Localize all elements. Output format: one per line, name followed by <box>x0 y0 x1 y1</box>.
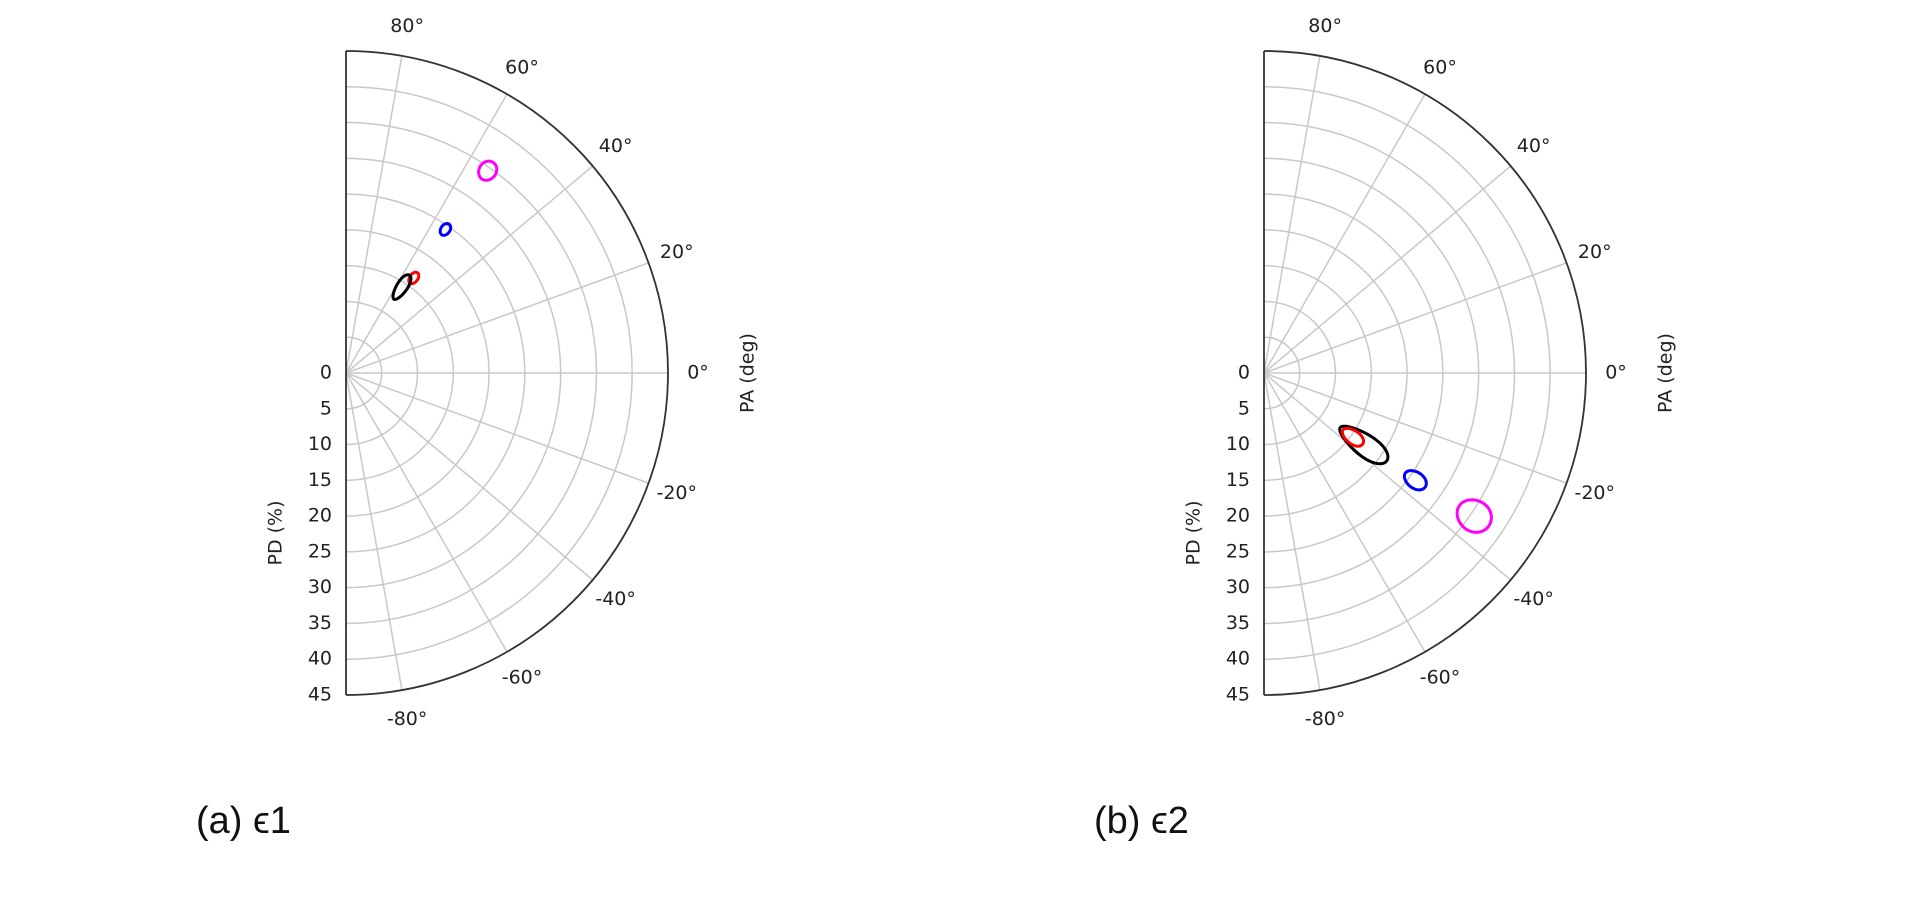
grid-spoke <box>345 372 508 653</box>
theta-tick-label: 20° <box>1578 241 1612 263</box>
y-axis-label: PD (%) <box>265 500 287 565</box>
r-tick-label: 0 <box>320 362 332 384</box>
error-ellipse <box>1340 426 1366 448</box>
theta-tick-label: -80° <box>387 708 428 730</box>
r-tick-label: 25 <box>308 540 332 562</box>
outer-spine <box>345 50 669 696</box>
grid-spoke <box>1263 372 1426 653</box>
r-tick-label: 35 <box>1226 612 1250 634</box>
theta-tick-label: 40° <box>1517 135 1551 157</box>
error-ellipse <box>407 270 421 286</box>
grid-spoke <box>345 372 649 484</box>
r-tick-label: 25 <box>1226 540 1250 562</box>
r-tick-label: 5 <box>320 397 332 419</box>
r-tick-label: 0 <box>1238 362 1250 384</box>
theta-tick-label: -80° <box>1305 708 1346 730</box>
r-tick-label: 45 <box>1226 684 1250 706</box>
r-tick-label: 20 <box>1226 505 1250 527</box>
caption: (b) ϵ2 <box>1094 800 1189 842</box>
grid-spoke <box>1263 372 1567 484</box>
error-ellipse <box>1402 469 1428 492</box>
error-ellipse <box>438 222 453 237</box>
r-tick-label: 35 <box>308 612 332 634</box>
r-tick-label: 45 <box>308 684 332 706</box>
theta-tick-label: 40° <box>599 135 633 157</box>
grid-spoke <box>1263 55 1321 374</box>
caption: (a) ϵ1 <box>196 800 291 842</box>
theta-tick-label: 20° <box>660 241 694 263</box>
x-axis-label: PA (deg) <box>737 333 759 413</box>
grid-spoke <box>1263 93 1426 374</box>
r-tick-label: 40 <box>1226 648 1250 670</box>
error-ellipse <box>477 159 499 182</box>
r-tick-label: 30 <box>1226 576 1250 598</box>
grid-spoke <box>345 93 508 374</box>
theta-tick-label: 80° <box>390 15 424 37</box>
grid-spoke <box>1263 165 1512 374</box>
r-tick-label: 40 <box>308 648 332 670</box>
theta-tick-label: -60° <box>502 666 543 688</box>
grid-spoke <box>345 372 403 691</box>
grid-spoke <box>345 165 594 374</box>
theta-tick-label: 60° <box>1423 57 1457 79</box>
r-tick-label: 10 <box>1226 433 1250 455</box>
grid-spoke <box>345 372 594 581</box>
outer-spine <box>1263 50 1587 696</box>
grid-spoke <box>345 55 403 374</box>
error-ellipse <box>391 273 413 301</box>
theta-tick-label: -60° <box>1420 666 1461 688</box>
error-ellipse <box>1338 424 1390 466</box>
r-tick-label: 20 <box>308 505 332 527</box>
r-tick-label: 15 <box>1226 469 1250 491</box>
theta-tick-label: -20° <box>656 482 697 504</box>
r-tick-label: 5 <box>1238 397 1250 419</box>
x-axis-label: PA (deg) <box>1655 333 1677 413</box>
theta-tick-label: 80° <box>1308 15 1342 37</box>
grid-spoke <box>1263 372 1512 581</box>
r-tick-label: 10 <box>308 433 332 455</box>
r-tick-label: 30 <box>308 576 332 598</box>
grid-spoke <box>1263 262 1567 374</box>
error-ellipse <box>1455 498 1493 534</box>
grid-spoke <box>345 262 649 374</box>
theta-tick-label: 60° <box>505 57 539 79</box>
theta-tick-label: 0° <box>1605 362 1627 384</box>
theta-tick-label: 0° <box>687 362 709 384</box>
r-tick-label: 15 <box>308 469 332 491</box>
theta-tick-label: -40° <box>595 588 636 610</box>
theta-tick-label: -40° <box>1513 588 1554 610</box>
theta-tick-label: -20° <box>1574 482 1615 504</box>
y-axis-label: PD (%) <box>1183 500 1205 565</box>
grid-spoke <box>1263 372 1321 691</box>
